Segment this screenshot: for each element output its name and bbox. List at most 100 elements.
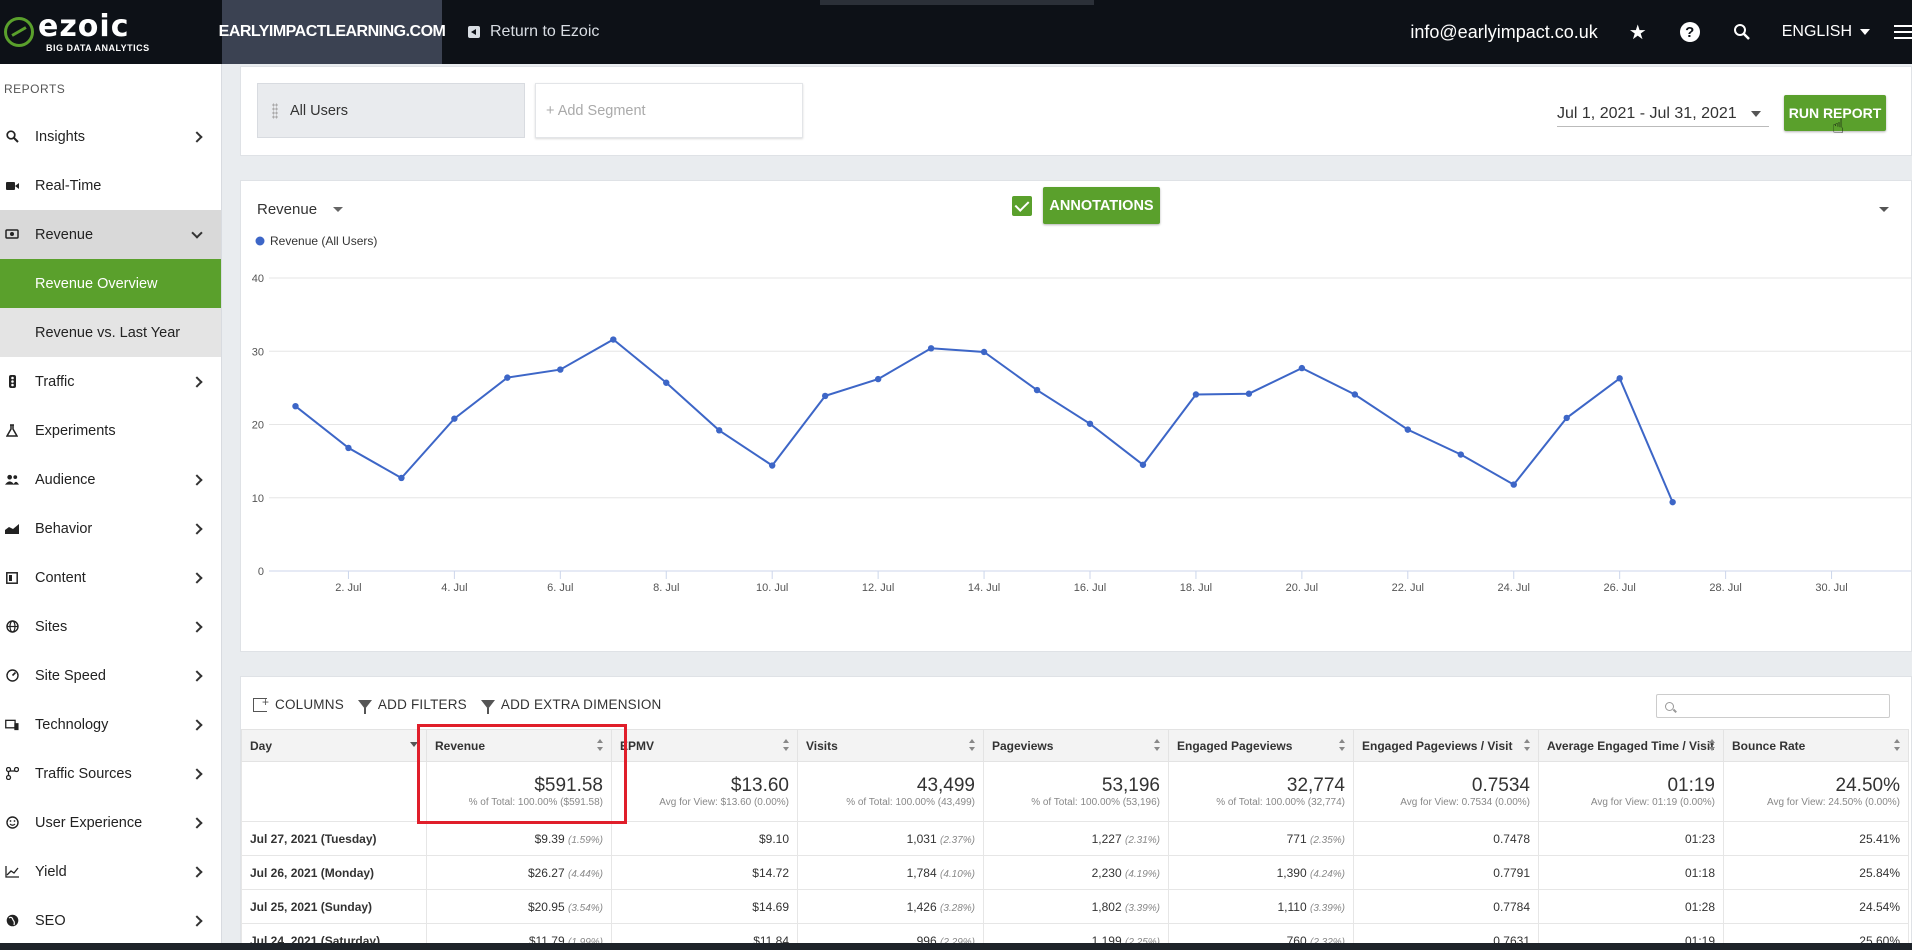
language-selector[interactable]: ENGLISH: [1782, 23, 1870, 41]
totals-cell: 43,499% of Total: 100.00% (43,499): [797, 761, 984, 822]
data-point: [1086, 420, 1094, 427]
total-subtext: % of Total: 100.00% (43,499): [846, 796, 975, 808]
sidebar-item-content[interactable]: Content: [0, 553, 221, 602]
account-email[interactable]: info@earlyimpact.co.uk: [1410, 21, 1598, 42]
total-value: 43,499: [916, 774, 975, 796]
data-point: [1139, 461, 1147, 468]
total-subtext: % of Total: 100.00% (32,774): [1216, 796, 1345, 808]
column-header-avg-engaged-time[interactable]: Average Engaged Time / Visit: [1538, 729, 1724, 762]
annotations-checkbox[interactable]: [1012, 196, 1032, 216]
date-range-picker[interactable]: Jul 1, 2021 - Jul 31, 2021: [1557, 101, 1769, 127]
chart-options-caret-icon[interactable]: [1879, 207, 1889, 212]
sidebar-item-experiments[interactable]: Experiments: [0, 406, 221, 455]
sidebar-item-traffic[interactable]: Traffic: [0, 357, 221, 406]
table-row[interactable]: Jul 26, 2021 (Monday) $26.27 (4.44%) $14.7…: [241, 855, 1909, 890]
chevron-right-icon: [191, 669, 203, 682]
table-search-input[interactable]: [1656, 694, 1890, 718]
data-point: [557, 366, 564, 373]
data-point: [1351, 391, 1359, 398]
cell-value: Jul 25, 2021 (Sunday): [250, 899, 373, 914]
hamburger-menu-icon[interactable]: [1894, 25, 1912, 39]
total-value: $13.60: [730, 774, 789, 796]
column-header-engaged-pageviews[interactable]: Engaged Pageviews: [1168, 729, 1354, 762]
column-header-epmv[interactable]: EPMV: [611, 729, 798, 762]
data-point: [1563, 414, 1570, 422]
chevron-right-icon: [191, 130, 203, 143]
table-cell: 01:23: [1538, 821, 1724, 856]
star-icon[interactable]: ★: [1628, 21, 1647, 44]
cell-value: 01:23: [1684, 831, 1715, 846]
sidebar-item-label: Experiments: [35, 422, 116, 439]
metric-dropdown[interactable]: Revenue: [257, 201, 343, 218]
cell-value: 01:28: [1684, 899, 1715, 914]
cell-value: $14.72: [752, 865, 789, 880]
legend-label: Revenue (All Users): [270, 234, 377, 248]
ezoic-logo[interactable]: ezoic BIG DATA ANALYTICS: [0, 0, 222, 64]
sidebar-item-label: Behavior: [35, 520, 93, 537]
column-header-bounce-rate[interactable]: Bounce Rate: [1723, 729, 1909, 762]
sidebar-item-seo[interactable]: SEO: [0, 896, 221, 945]
table-cell: $26.27 (4.44%): [426, 855, 612, 890]
cell-percent: (2.29%): [939, 936, 975, 948]
table-header-row: Day Revenue EPMV Visits Pageviews Engage…: [241, 729, 1909, 762]
globe-icon: [5, 620, 19, 634]
add-filters-button[interactable]: ADD FILTERS: [357, 697, 467, 714]
sidebar-item-label: Revenue Overview: [35, 275, 158, 292]
cell-value: 25.41%: [1859, 831, 1900, 846]
totals-cell: $13.60 Avg for View: $13.60 (0.00%): [611, 761, 798, 822]
chevron-right-icon: [191, 767, 203, 780]
sidebar-item-label: Technology: [35, 716, 109, 733]
devices-icon: [5, 718, 19, 732]
sidebar-item-traffic-sources[interactable]: Traffic Sources: [0, 749, 221, 798]
add-segment-button[interactable]: + Add Segment: [535, 83, 803, 138]
annotations-button[interactable]: ANNOTATIONS: [1043, 187, 1160, 224]
x-tick-label: 20. Jul: [1286, 582, 1318, 594]
sidebar-item-label: User Experience: [35, 814, 143, 831]
chevron-right-icon: [191, 522, 203, 535]
sidebar-item-technology[interactable]: Technology: [0, 700, 221, 749]
cell-value: 01:18: [1684, 865, 1715, 880]
area-chart-icon: [5, 522, 19, 536]
seo-globe-icon: [5, 914, 19, 928]
drag-handle-icon[interactable]: [272, 102, 278, 119]
table-row[interactable]: Jul 27, 2021 (Tuesday) $9.39 (1.59%) $9.10…: [241, 821, 1909, 856]
data-point: [1298, 364, 1306, 372]
column-header-visits[interactable]: Visits: [797, 729, 984, 762]
site-name-tab[interactable]: EARLYIMPACTLEARNING.COM: [219, 0, 446, 64]
cell-percent: (2.32%): [1309, 936, 1345, 948]
sidebar-item-revenue[interactable]: Revenue: [0, 210, 221, 259]
sidebar-item-real-time[interactable]: Real-Time: [0, 161, 221, 210]
money-icon: [5, 228, 19, 242]
sidebar-item-user-experience[interactable]: User Experience: [0, 798, 221, 847]
cell-value: 2,230: [1091, 865, 1122, 880]
segment-all-users[interactable]: All Users: [257, 83, 525, 138]
add-extra-dimension-button[interactable]: ADD EXTRA DIMENSION: [480, 697, 662, 714]
table-row[interactable]: Jul 25, 2021 (Sunday) $20.95 (3.54%) $14.6…: [241, 889, 1909, 924]
sidebar-item-sites[interactable]: Sites: [0, 602, 221, 651]
sidebar-item-site-speed[interactable]: Site Speed: [0, 651, 221, 700]
help-icon[interactable]: ?: [1678, 20, 1702, 44]
sources-icon: [5, 767, 19, 781]
column-header-day[interactable]: Day: [241, 729, 427, 762]
sidebar-item-insights[interactable]: Insights: [0, 112, 221, 161]
column-header-revenue[interactable]: Revenue: [426, 729, 612, 762]
columns-button[interactable]: COLUMNS: [253, 695, 344, 712]
sidebar-item-revenue-overview[interactable]: Revenue Overview: [0, 259, 221, 308]
sidebar-item-audience[interactable]: Audience: [0, 455, 221, 504]
return-to-ezoic-link[interactable]: Return to Ezoic: [468, 23, 599, 41]
table-cell: $14.69: [611, 889, 798, 924]
table-cell: Jul 27, 2021 (Tuesday): [241, 821, 427, 856]
chevron-right-icon: [191, 375, 203, 388]
table-cell: 1,802 (3.39%): [983, 889, 1169, 924]
sidebar-item-behavior[interactable]: Behavior: [0, 504, 221, 553]
sidebar-item-yield[interactable]: Yield: [0, 847, 221, 896]
search-icon[interactable]: [1730, 20, 1754, 44]
add-dimension-label: ADD EXTRA DIMENSION: [500, 697, 662, 712]
sidebar-item-label: Sites: [35, 618, 68, 635]
column-header-engaged-pageviews-per-visit[interactable]: Engaged Pageviews / Visit: [1353, 729, 1539, 762]
column-header-pageviews[interactable]: Pageviews: [983, 729, 1169, 762]
sidebar: REPORTS Insights Real-Time Revenue Reven…: [0, 64, 222, 950]
sidebar-item-revenue-vs-last-year[interactable]: Revenue vs. Last Year: [0, 308, 221, 357]
x-tick-label: 16. Jul: [1074, 582, 1106, 594]
run-report-button[interactable]: RUN REPORT: [1784, 95, 1886, 131]
